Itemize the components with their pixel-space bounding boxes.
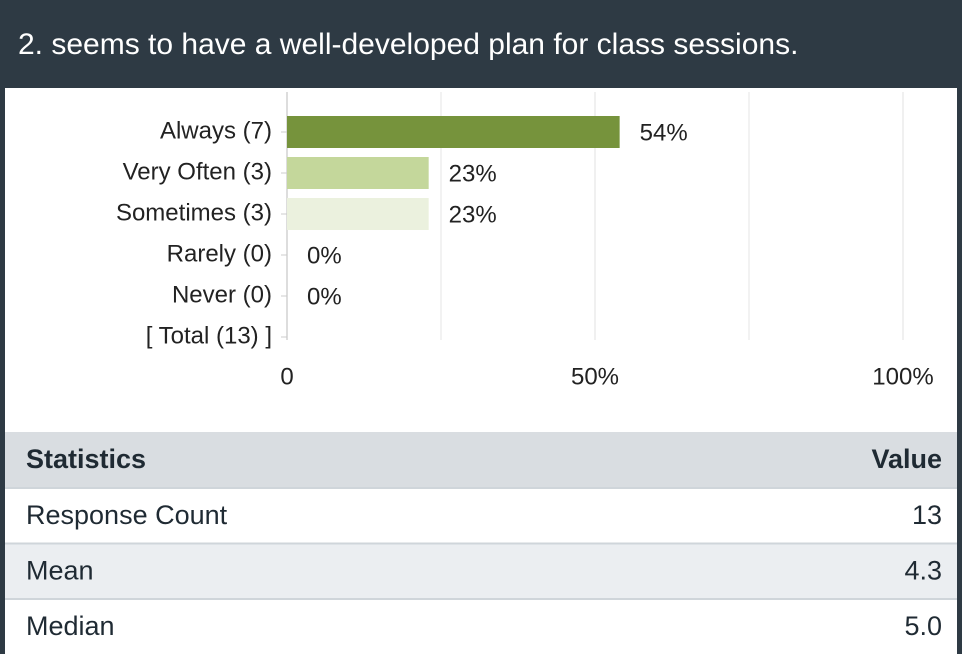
bar: [287, 198, 429, 230]
value-label: 54%: [640, 119, 688, 146]
y-tick-label: Rarely (0): [167, 240, 272, 267]
header-title: 2. seems to have a well-developed plan f…: [18, 28, 798, 61]
y-tick-label: Very Often (3): [123, 158, 272, 185]
right-border: [957, 0, 962, 654]
left-border: [0, 0, 5, 654]
value-label: 0%: [307, 283, 342, 310]
table-header-cell: Value: [871, 444, 942, 474]
x-tick-label: 100%: [872, 363, 933, 390]
table-cell: Mean: [26, 555, 94, 585]
value-label: 0%: [307, 242, 342, 269]
table-cell: 13: [912, 500, 942, 530]
chart: 0 50% 100% Always (7) 54% Very Often (3) 23% So…: [116, 92, 934, 390]
statistics-table: Statistics Value Response Count 13 Mean 4.3 Me…: [5, 432, 957, 654]
y-tick-label: Always (7): [160, 117, 272, 144]
x-tick-label: 0: [280, 363, 293, 390]
table-cell: 5.0: [904, 611, 942, 641]
y-tick-label: [ Total (13) ]: [146, 322, 272, 349]
table-cell: 4.3: [904, 555, 942, 585]
header-bar: [0, 0, 962, 88]
table-cell: Median: [26, 611, 115, 641]
table-row: [5, 599, 957, 654]
y-tick-label: Sometimes (3): [116, 199, 272, 226]
table-row: [5, 543, 957, 599]
x-tick-label: 50%: [571, 363, 619, 390]
table-header-row: [5, 432, 957, 488]
bar: [287, 116, 620, 148]
bar: [287, 157, 429, 189]
value-label: 23%: [449, 201, 497, 228]
table-header-cell: Statistics: [26, 444, 146, 474]
table-row: [5, 488, 957, 544]
value-label: 23%: [449, 160, 497, 187]
y-tick-label: Never (0): [172, 281, 272, 308]
table-cell: Response Count: [26, 500, 228, 530]
